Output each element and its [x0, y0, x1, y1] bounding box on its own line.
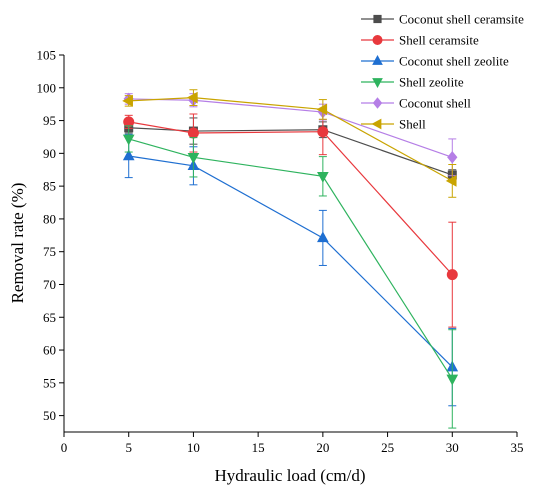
series-1 [123, 108, 458, 328]
legend-label: Coconut shell zeolite [399, 54, 509, 69]
legend-item: Shell [361, 117, 426, 132]
data-point [446, 374, 459, 386]
y-tick-label: 65 [43, 310, 56, 325]
x-tick-label: 25 [381, 440, 394, 455]
series-line [128, 155, 453, 368]
legend-label: Shell [399, 117, 426, 132]
legend-item: Shell zeolite [361, 75, 464, 90]
x-tick-label: 35 [511, 440, 524, 455]
series-line [128, 121, 453, 276]
x-tick-label: 15 [252, 440, 265, 455]
y-tick-label: 50 [43, 408, 56, 423]
y-ticks: 50 55 60 65 70 75 80 85 90 95 100 105 [37, 48, 64, 423]
series-line [128, 97, 453, 182]
legend-item: Coconut shell [361, 96, 471, 111]
data-point [122, 134, 135, 146]
x-tick-label: 20 [316, 440, 329, 455]
legend-item: Coconut shell ceramsite [361, 12, 524, 27]
x-axis-title: Hydraulic load (cm/d) [214, 466, 365, 485]
series-2 [122, 133, 459, 407]
y-tick-label: 95 [43, 113, 56, 128]
series-line [128, 138, 453, 380]
legend-marker [373, 14, 382, 24]
data-point [446, 269, 458, 281]
y-tick-label: 105 [37, 48, 57, 63]
legend-label: Coconut shell [399, 96, 471, 111]
series-line [128, 127, 453, 176]
data-point [317, 172, 329, 183]
y-tick-label: 90 [43, 146, 56, 161]
y-tick-label: 75 [43, 244, 56, 259]
legend-marker [372, 35, 383, 45]
legend-marker [371, 118, 382, 130]
series-layer [122, 89, 459, 429]
data-point [445, 175, 457, 187]
data-point [186, 91, 198, 104]
y-axis-title: Removal rate (%) [8, 183, 27, 304]
data-point [317, 126, 329, 138]
y-tick-label: 70 [43, 277, 56, 292]
data-point [122, 149, 135, 161]
x-tick-label: 30 [446, 440, 459, 455]
legend-marker [372, 54, 383, 65]
legend-label: Shell ceramsite [399, 33, 479, 48]
data-point [316, 103, 328, 116]
legend-marker [372, 97, 383, 109]
series-5 [122, 89, 457, 198]
series-3 [122, 125, 459, 429]
data-point [187, 153, 200, 164]
x-ticks: 0 5 10 15 20 25 30 35 [61, 432, 524, 455]
data-point [447, 150, 458, 164]
y-tick-label: 55 [43, 375, 56, 390]
data-point [317, 231, 329, 243]
y-tick-label: 60 [43, 343, 56, 358]
y-tick-label: 85 [43, 179, 56, 194]
x-tick-label: 0 [61, 440, 68, 455]
legend-label: Coconut shell ceramsite [399, 12, 524, 27]
data-point [187, 127, 199, 139]
legend: Coconut shell ceramsite Shell ceramsite Co… [361, 12, 524, 132]
y-tick-label: 80 [43, 211, 56, 226]
legend-marker [372, 78, 383, 89]
legend-item: Coconut shell zeolite [361, 54, 509, 69]
legend-label: Shell zeolite [399, 75, 464, 90]
legend-item: Shell ceramsite [361, 33, 479, 48]
data-point [122, 95, 133, 107]
y-tick-label: 100 [37, 80, 57, 95]
x-tick-label: 5 [125, 440, 132, 455]
plot-area: 0 5 10 15 20 25 30 35 50 55 60 65 70 75 80 85 90 95 100 10… [37, 48, 524, 456]
x-tick-label: 10 [187, 440, 200, 455]
